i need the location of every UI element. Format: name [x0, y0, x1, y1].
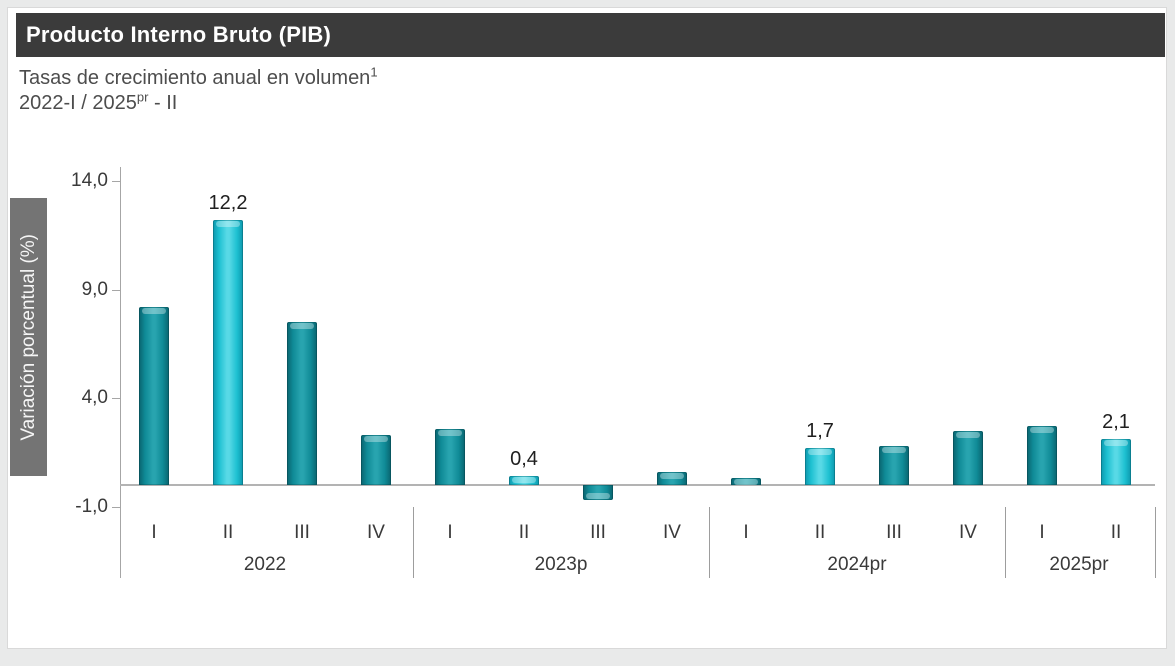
- year-group-label: 2023p: [534, 554, 588, 575]
- quarter-tick-label: I: [1039, 522, 1045, 543]
- bar-value-label: 1,7: [806, 420, 834, 443]
- bar-2022-III: [287, 322, 317, 485]
- y-axis-tick: [112, 289, 120, 291]
- bar-value-label: 12,2: [208, 192, 248, 215]
- quarter-tick-label: I: [743, 522, 749, 543]
- group-separator-line: [709, 507, 710, 578]
- year-group-label: 2022: [243, 554, 287, 575]
- quarter-tick-label: II: [222, 522, 234, 543]
- quarter-tick-label: III: [590, 522, 606, 543]
- y-axis-tick-label: 4,0: [81, 387, 108, 409]
- bar-2024pr-IV: [953, 430, 983, 485]
- quarter-tick-label: III: [886, 522, 902, 543]
- footnote-marker: 1: [370, 64, 378, 80]
- bar-2023p-IV: [657, 471, 687, 485]
- quarter-tick-label: I: [151, 522, 157, 543]
- bar-2025pr-II: [1101, 439, 1131, 485]
- quarter-tick-label: II: [1110, 522, 1122, 543]
- y-axis-line: [120, 167, 121, 578]
- bar-2024pr-I: [731, 478, 761, 485]
- bar-2024pr-II: [805, 448, 835, 485]
- bar-2022-II: [213, 220, 243, 485]
- y-axis-title-box: Variación porcentual (%): [10, 198, 47, 476]
- year-group-label: 2024pr: [827, 554, 887, 575]
- group-separator-line: [1005, 507, 1006, 578]
- chart-subtitle-line2: 2022-I / 2025pr - II: [19, 89, 178, 114]
- y-axis-tick: [112, 398, 120, 400]
- year-group-label: 2025pr: [1049, 554, 1109, 575]
- bar-2025pr-I: [1027, 426, 1057, 485]
- quarter-tick-label: IV: [663, 522, 681, 543]
- group-separator-line: [1155, 507, 1156, 578]
- x-axis-baseline: [120, 484, 1155, 486]
- report-card: [7, 7, 1167, 649]
- bar-2022-I: [139, 307, 169, 485]
- bar-value-label: 2,1: [1102, 411, 1130, 434]
- quarter-tick-label: III: [294, 522, 310, 543]
- quarter-tick-label: II: [518, 522, 530, 543]
- bar-value-label: 0,4: [510, 448, 538, 471]
- quarter-tick-label: IV: [959, 522, 977, 543]
- quarter-tick-label: II: [814, 522, 826, 543]
- y-axis-tick-label: 9,0: [81, 278, 108, 300]
- bar-2022-IV: [361, 435, 391, 485]
- bar-2023p-II: [509, 476, 539, 485]
- y-axis-tick-label: 14,0: [71, 170, 108, 192]
- bar-2023p-III: [583, 485, 613, 501]
- title-bar: Producto Interno Bruto (PIB): [16, 13, 1165, 57]
- y-axis-tick: [112, 181, 120, 183]
- group-separator-line: [413, 507, 414, 578]
- quarter-tick-label: IV: [367, 522, 385, 543]
- page-title: Producto Interno Bruto (PIB): [26, 22, 332, 47]
- y-axis-tick-label: -1,0: [75, 495, 108, 517]
- y-axis-tick: [112, 506, 120, 508]
- bar-2023p-I: [435, 428, 465, 485]
- quarter-tick-label: I: [447, 522, 453, 543]
- chart-subtitle-line1: Tasas de crecimiento anual en volumen1: [19, 64, 378, 89]
- preliminary-marker: pr: [136, 89, 149, 105]
- bar-2024pr-III: [879, 445, 909, 485]
